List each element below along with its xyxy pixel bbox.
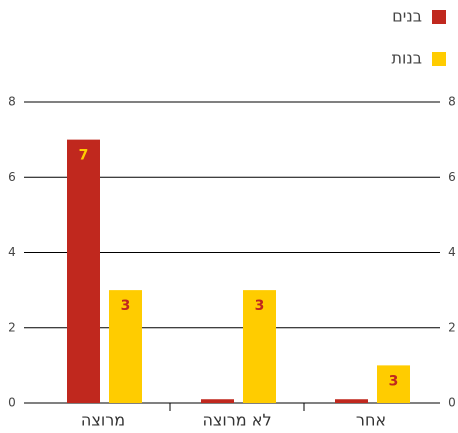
y-tick-label-right: 2 [448,320,456,334]
data-label: 7 [79,148,89,164]
y-tick-label: 8 [8,95,16,109]
y-tick-label: 0 [8,396,16,410]
data-label: 3 [255,298,265,314]
legend-swatch [432,10,446,24]
y-tick-label-right: 8 [448,95,456,109]
bar [109,290,142,403]
y-tick-label-right: 6 [448,170,456,184]
x-tick-label: לא מרוצה [202,411,271,430]
legend-label: בנות [391,49,422,68]
x-tick-label: מרוצה [81,411,125,430]
legend-swatch [432,52,446,66]
y-tick-label-right: 0 [448,396,456,410]
bar [201,399,234,403]
y-tick-label-right: 4 [448,245,456,259]
y-tick-label: 4 [8,245,16,259]
bar [67,139,100,403]
y-tick-label: 2 [8,320,16,334]
data-label: 3 [121,298,131,314]
bar [335,399,368,403]
bar [243,290,276,403]
y-tick-label: 6 [8,170,16,184]
bar [377,365,410,403]
x-tick-label: אחר [356,411,386,430]
legend-label: בנים [392,7,422,26]
data-label: 3 [389,373,399,389]
